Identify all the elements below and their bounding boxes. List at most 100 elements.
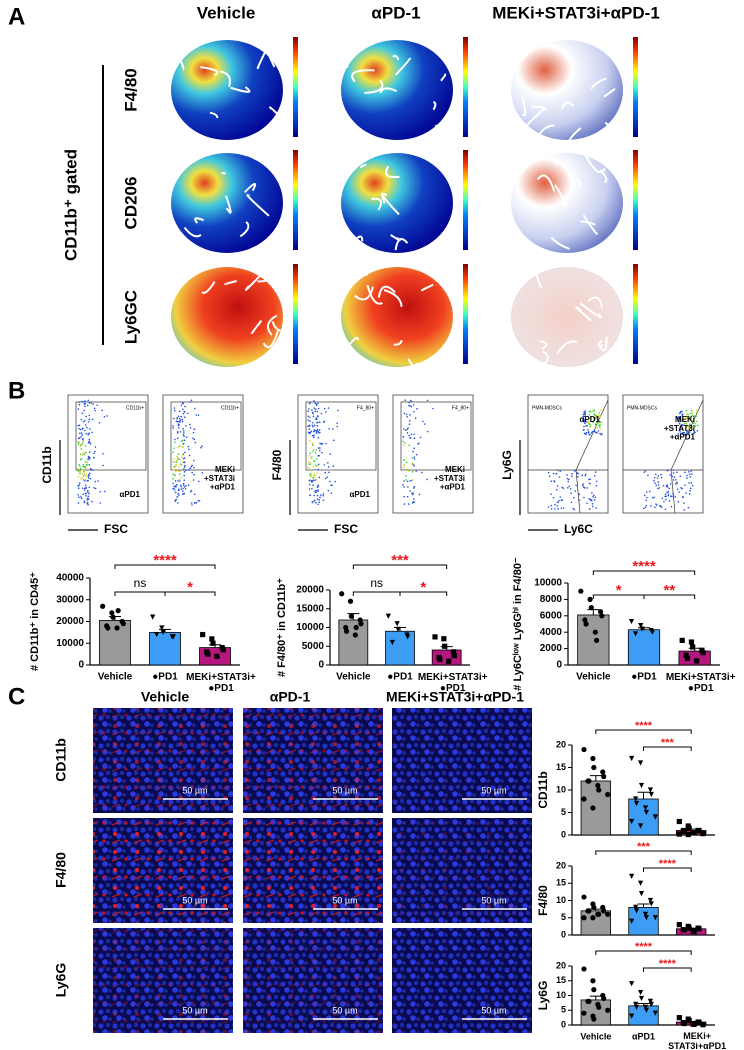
- cluster-edge: [425, 144, 448, 166]
- cluster-edge: [219, 70, 231, 87]
- event: [689, 476, 692, 478]
- event: [594, 471, 597, 473]
- event: [313, 473, 315, 476]
- event: [308, 463, 310, 465]
- event: [322, 499, 325, 502]
- event: [404, 399, 406, 402]
- data-point: [638, 891, 645, 897]
- event: [598, 421, 600, 424]
- event: [594, 431, 597, 434]
- event: [667, 494, 670, 497]
- data-point: [389, 639, 395, 646]
- x-tick-label: MEKi+STAT3i+ ●PD1: [186, 672, 256, 694]
- colorbar: [293, 37, 298, 137]
- cluster-edge: [268, 106, 287, 124]
- event: [669, 474, 672, 476]
- flow-plot: [162, 394, 244, 514]
- red-signal: [392, 928, 532, 1033]
- y-tick-label: 30000: [56, 594, 84, 605]
- cluster-edge: [541, 350, 549, 367]
- event: [317, 430, 320, 433]
- event: [311, 424, 314, 427]
- column-header: MEKi+STAT3i+αPD-1: [492, 3, 660, 22]
- event: [315, 457, 318, 460]
- event: [406, 431, 409, 434]
- event: [90, 468, 93, 471]
- event: [332, 428, 334, 430]
- event: [320, 443, 323, 445]
- event: [686, 477, 688, 479]
- event: [85, 467, 88, 469]
- event: [88, 464, 90, 466]
- event: [683, 509, 686, 511]
- event: [187, 484, 190, 486]
- data-point: [681, 828, 687, 834]
- event: [327, 462, 329, 464]
- cluster-edge: [420, 283, 434, 292]
- event: [88, 475, 90, 477]
- y-tick-label: 0: [556, 660, 562, 671]
- event: [426, 399, 429, 402]
- cluster-edge: [224, 280, 237, 286]
- event: [672, 495, 675, 497]
- event: [183, 468, 185, 470]
- event: [591, 503, 594, 505]
- event: [184, 405, 186, 408]
- event: [172, 473, 174, 475]
- significance-label: ***: [661, 737, 675, 749]
- event: [182, 408, 184, 411]
- event: [595, 480, 598, 483]
- event: [414, 417, 417, 420]
- event: [693, 431, 696, 434]
- event: [184, 411, 186, 413]
- event: [685, 417, 688, 419]
- event: [402, 466, 405, 469]
- panel-label: C: [8, 683, 25, 710]
- y-tick-label: 0: [561, 829, 566, 839]
- cluster-edge: [597, 339, 604, 347]
- event: [695, 412, 698, 414]
- significance-label: ****: [635, 720, 653, 732]
- cluster-edge: [349, 235, 364, 247]
- event: [566, 477, 569, 480]
- event: [318, 421, 321, 424]
- event: [586, 487, 588, 489]
- event: [322, 493, 325, 495]
- data-point: [652, 915, 658, 921]
- event: [307, 461, 309, 463]
- data-point: [648, 901, 654, 907]
- event: [411, 457, 414, 459]
- significance-bracket: [643, 967, 692, 972]
- event: [405, 468, 408, 470]
- cluster-edge: [579, 302, 602, 319]
- tsne-map: [511, 267, 623, 367]
- event: [407, 469, 409, 471]
- event: [587, 420, 590, 423]
- scale-bar-label: 50 µm: [332, 895, 357, 905]
- event: [685, 425, 687, 428]
- data-point: [597, 609, 604, 615]
- event: [179, 480, 181, 482]
- event: [93, 452, 95, 455]
- data-point: [581, 746, 587, 753]
- event: [684, 471, 686, 474]
- error-bar: [589, 995, 602, 1000]
- event: [77, 487, 80, 489]
- event: [316, 428, 319, 431]
- data-point: [605, 1007, 611, 1013]
- significance-label: ****: [659, 958, 677, 970]
- data-point: [586, 998, 592, 1005]
- event: [188, 454, 191, 457]
- data-point: [632, 631, 639, 637]
- event: [403, 412, 406, 415]
- event: [586, 502, 588, 504]
- data-point: [700, 1022, 706, 1028]
- significance-bracket: [164, 591, 216, 596]
- data-point: [681, 1020, 687, 1027]
- cluster-edge: [194, 217, 205, 224]
- event: [314, 460, 316, 463]
- data-point: [691, 830, 697, 836]
- event: [684, 484, 686, 486]
- event: [318, 499, 321, 501]
- event: [78, 401, 81, 403]
